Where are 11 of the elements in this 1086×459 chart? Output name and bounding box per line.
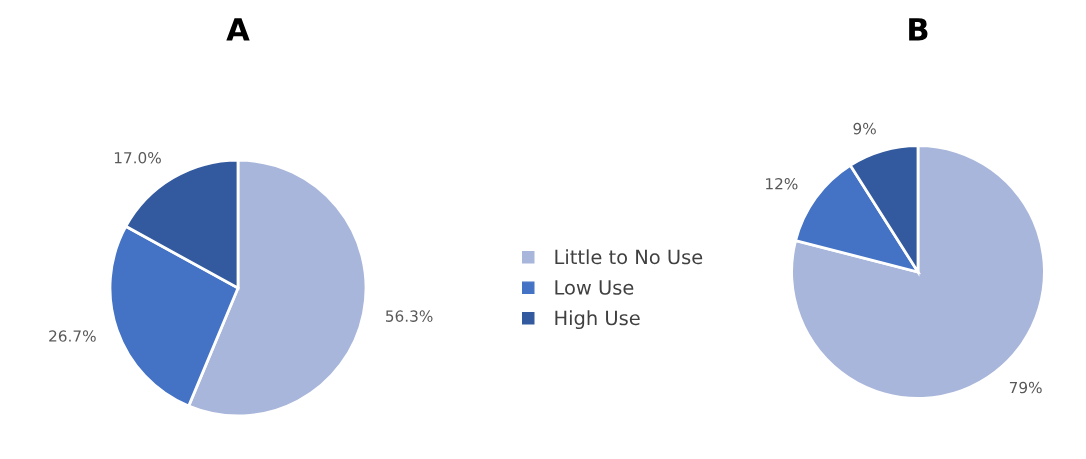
chart-title: A (226, 18, 250, 41)
data-label: 79% (1009, 381, 1042, 394)
legend-label: High Use (555, 310, 640, 330)
data-label: 56.3% (386, 310, 433, 322)
chart-title: B (909, 18, 928, 41)
legend-label: Low Use (555, 280, 634, 295)
data-label: 12% (766, 177, 798, 190)
data-label: 9% (853, 122, 876, 135)
data-label: 17.0% (114, 151, 161, 164)
legend-label: Little to No Use (555, 249, 703, 265)
data-label: 26.7% (49, 330, 96, 342)
